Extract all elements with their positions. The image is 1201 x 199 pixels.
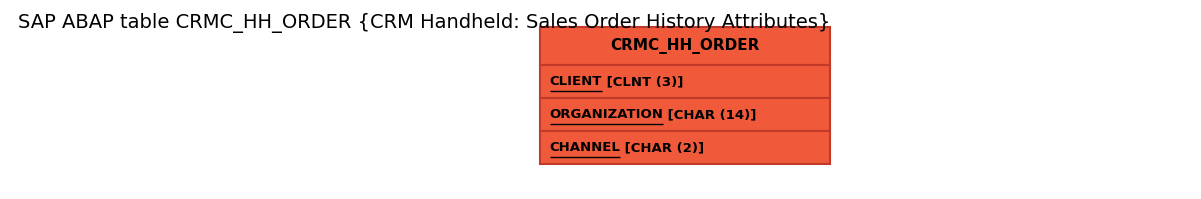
- Text: [CHAR (2)]: [CHAR (2)]: [621, 141, 705, 154]
- Text: CLIENT: CLIENT: [550, 75, 602, 88]
- Text: CHANNEL: CHANNEL: [550, 141, 621, 154]
- Bar: [539, 65, 830, 98]
- Bar: [539, 27, 830, 65]
- Text: CRMC_HH_ORDER: CRMC_HH_ORDER: [610, 38, 759, 54]
- Bar: [539, 131, 830, 164]
- Text: ORGANIZATION: ORGANIZATION: [550, 108, 663, 121]
- Text: [CHAR (14)]: [CHAR (14)]: [663, 108, 757, 121]
- Text: [CLNT (3)]: [CLNT (3)]: [602, 75, 683, 88]
- Text: SAP ABAP table CRMC_HH_ORDER {CRM Handheld: Sales Order History Attributes}: SAP ABAP table CRMC_HH_ORDER {CRM Handhe…: [18, 13, 830, 33]
- Bar: [539, 98, 830, 131]
